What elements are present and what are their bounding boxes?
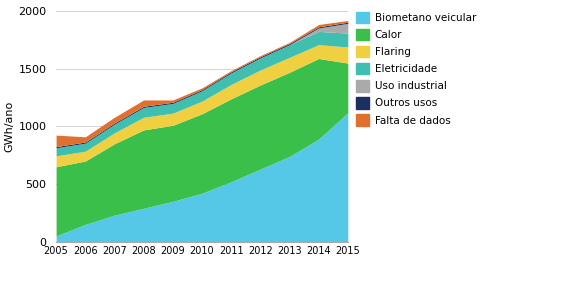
- Legend: Biometano veicular, Calor, Flaring, Eletricidade, Uso industrial, Outros usos, F: Biometano veicular, Calor, Flaring, Elet…: [356, 12, 476, 126]
- Y-axis label: GWh/ano: GWh/ano: [4, 101, 14, 152]
